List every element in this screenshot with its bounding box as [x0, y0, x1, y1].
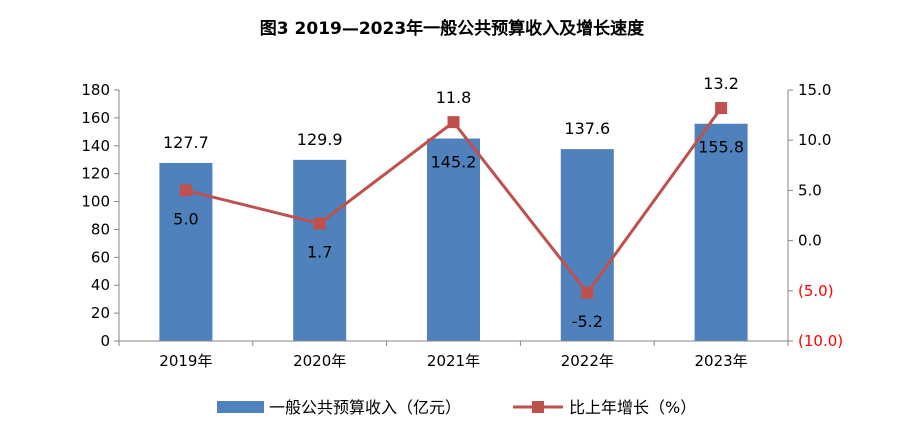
legend-bar-label: 一般公共预算收入（亿元）: [269, 398, 461, 417]
bar-data-label: 145.2: [431, 153, 477, 172]
y-left-tick-label: 40: [91, 276, 110, 294]
y-left-tick-label: 100: [81, 193, 110, 211]
growth-point-1: [313, 217, 326, 230]
line-data-label: 1.7: [307, 243, 332, 262]
line-data-label: 13.2: [703, 74, 739, 93]
bar-2: [427, 138, 480, 341]
bar-data-label: 127.7: [163, 133, 209, 152]
y-right-tick-label: (10.0): [798, 332, 843, 350]
x-tick-label: 2022年: [561, 352, 614, 370]
y-left-tick-label: 0: [100, 332, 110, 350]
bar-data-label: 129.9: [297, 130, 343, 149]
legend-bar-swatch: [217, 401, 264, 413]
line-data-label: -5.2: [572, 312, 603, 331]
legend-line-marker: [532, 401, 544, 413]
y-left-tick-label: 160: [81, 109, 110, 127]
bar-1: [293, 159, 347, 341]
y-left-tick-label: 60: [91, 248, 110, 266]
y-right-tick-label: 0.0: [798, 232, 822, 250]
line-data-label: 5.0: [173, 209, 198, 228]
y-right-tick-label: 10.0: [798, 131, 831, 149]
bar-data-label: 137.6: [564, 119, 610, 138]
y-left-tick-label: 120: [81, 165, 110, 183]
y-right-tick-label: 15.0: [798, 81, 831, 99]
x-tick-label: 2021年: [427, 352, 480, 370]
chart-title: 图3 2019—2023年一般公共预算收入及增长速度: [259, 19, 645, 39]
y-left-tick-label: 20: [91, 304, 110, 322]
y-left-tick-label: 80: [91, 220, 110, 238]
x-tick-label: 2023年: [695, 352, 748, 370]
y-left-tick-label: 180: [81, 81, 110, 99]
line-data-label: 11.8: [436, 88, 472, 107]
bar-3: [560, 149, 614, 341]
bar-4: [694, 123, 748, 342]
x-tick-label: 2019年: [159, 352, 212, 370]
growth-point-0: [179, 184, 192, 197]
y-right-tick-label: (5.0): [798, 282, 834, 300]
x-tick-label: 2020年: [293, 352, 346, 370]
growth-point-3: [581, 286, 594, 299]
legend-line-label: 比上年增长（%）: [569, 398, 696, 417]
growth-point-2: [447, 116, 460, 129]
growth-point-4: [715, 102, 728, 115]
y-left-tick-label: 140: [81, 137, 110, 155]
y-right-tick-label: 5.0: [798, 181, 822, 199]
bar-data-label: 155.8: [698, 138, 744, 157]
